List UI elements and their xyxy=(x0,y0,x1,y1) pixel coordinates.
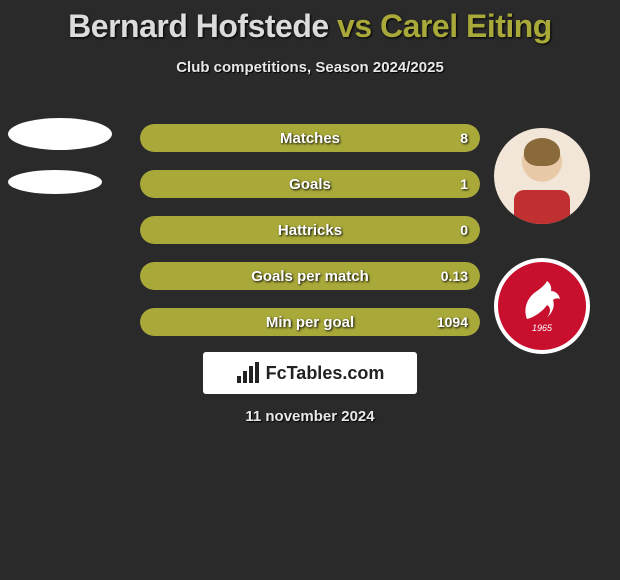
player2-avatar xyxy=(494,128,590,224)
placeholder-ellipse xyxy=(8,118,112,150)
stat-bar-value: 1094 xyxy=(437,308,468,336)
stat-bar-row: Matches8 xyxy=(140,124,480,152)
subtitle: Club competitions, Season 2024/2025 xyxy=(0,59,620,76)
left-placeholder-shapes xyxy=(8,118,112,214)
stat-bar-row: Min per goal1094 xyxy=(140,308,480,336)
stat-bar-label: Goals xyxy=(140,170,480,198)
club-badge: 1965 xyxy=(494,258,590,354)
player2-name: Carel Eiting xyxy=(380,8,552,44)
stat-bar-value: 8 xyxy=(460,124,468,152)
date-text: 11 november 2024 xyxy=(0,408,620,425)
horse-icon xyxy=(517,279,567,321)
vs-text: vs xyxy=(337,8,372,44)
player1-name: Bernard Hofstede xyxy=(68,8,329,44)
stat-bars: Matches8Goals1Hattricks0Goals per match0… xyxy=(140,124,480,354)
club-year: 1965 xyxy=(532,323,552,333)
stat-bar-row: Goals per match0.13 xyxy=(140,262,480,290)
logo-text: FcTables.com xyxy=(266,363,385,384)
stat-bar-row: Goals1 xyxy=(140,170,480,198)
fctables-logo: FcTables.com xyxy=(203,352,417,394)
stat-bar-value: 0.13 xyxy=(441,262,468,290)
stat-bar-label: Matches xyxy=(140,124,480,152)
stat-bar-row: Hattricks0 xyxy=(140,216,480,244)
comparison-title: Bernard Hofstede vs Carel Eiting xyxy=(0,0,620,45)
stat-bar-label: Min per goal xyxy=(140,308,480,336)
stat-bar-label: Goals per match xyxy=(140,262,480,290)
placeholder-ellipse xyxy=(8,170,102,194)
chart-bars-icon xyxy=(236,362,260,384)
stat-bar-value: 1 xyxy=(460,170,468,198)
stat-bar-value: 0 xyxy=(460,216,468,244)
stat-bar-label: Hattricks xyxy=(140,216,480,244)
